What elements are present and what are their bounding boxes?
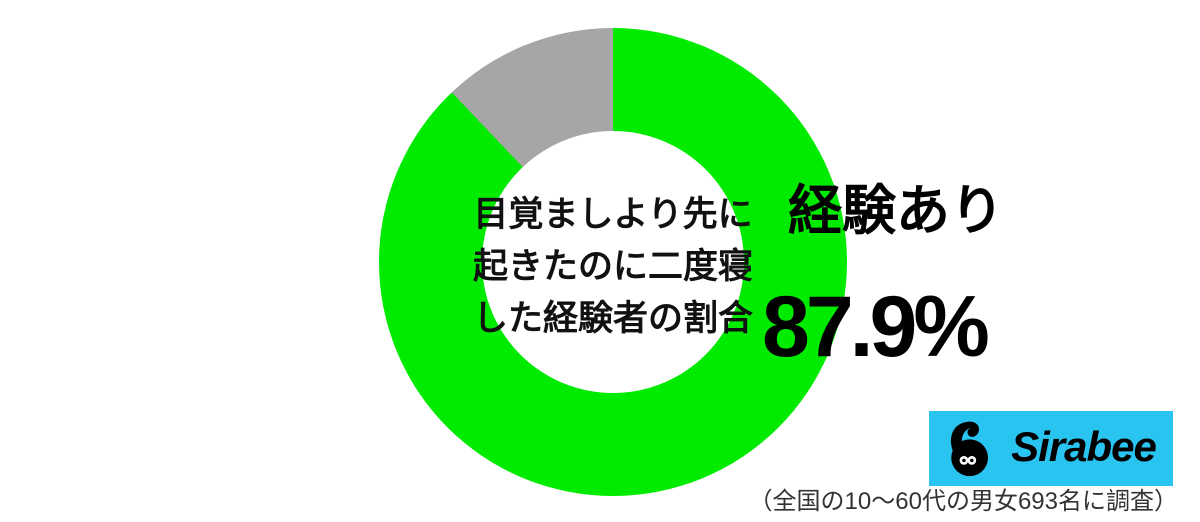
center-label-line-1: 目覚ましより先に (473, 195, 753, 234)
sirabee-logo: Sirabee (929, 411, 1173, 486)
slice-value: 87.9% (762, 279, 990, 375)
sirabee-logo-text: Sirabee (1011, 422, 1157, 470)
center-label-line-2: 起きたのに二度寝 (473, 247, 754, 286)
donut-center-label: 目覚ましより先に 起きたのに二度寝 した経験者の割合 (473, 131, 753, 393)
survey-footnote: （全国の10〜60代の男女693名に調査） (748, 488, 1178, 515)
center-label-line-3: した経験者の割合 (473, 299, 754, 338)
slice-label: 経験あり (788, 181, 1004, 241)
sirabee-mascot-icon (951, 421, 989, 476)
donut-chart: 目覚ましより先に 起きたのに二度寝 した経験者の割合 (379, 28, 847, 496)
